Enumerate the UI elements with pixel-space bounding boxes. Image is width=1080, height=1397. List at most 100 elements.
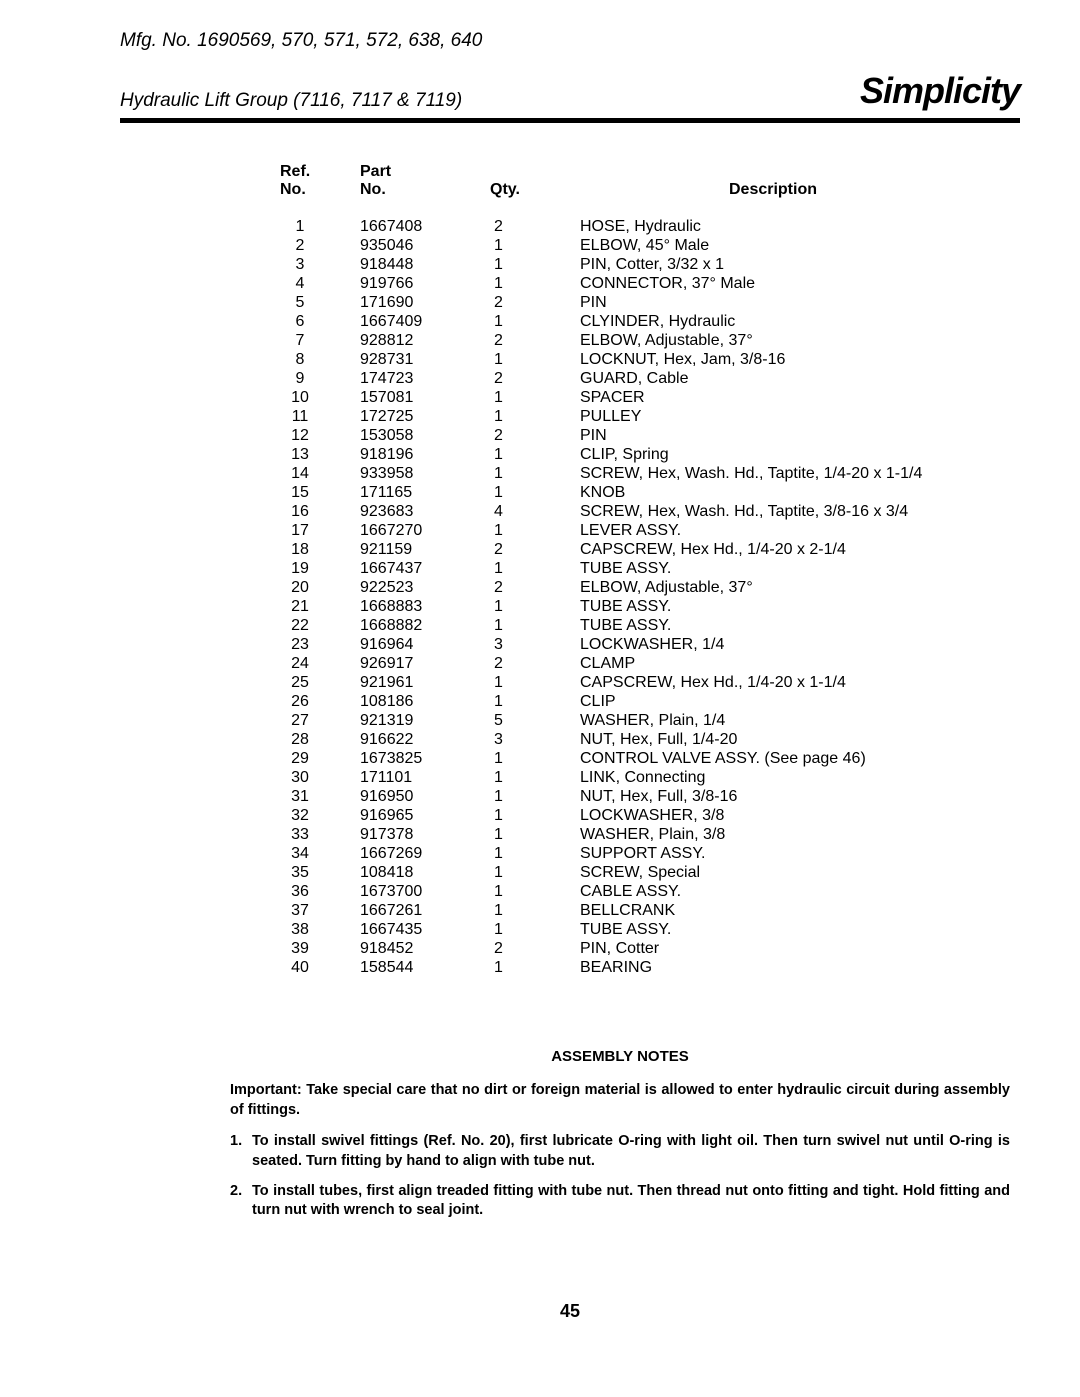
cell-ref: 4 <box>280 274 360 293</box>
cell-ref: 29 <box>280 749 360 768</box>
table-row: 189211592CAPSCREW, Hex Hd., 1/4-20 x 2-1… <box>280 540 980 559</box>
cell-qty: 2 <box>490 654 580 673</box>
cell-desc: ELBOW, Adjustable, 37° <box>580 578 980 597</box>
table-row: 3416672691SUPPORT ASSY. <box>280 844 980 863</box>
cell-part: 172725 <box>360 407 490 426</box>
cell-part: 1668883 <box>360 597 490 616</box>
note-1: 1. To install swivel fittings (Ref. No. … <box>230 1132 1010 1171</box>
cell-desc: KNOB <box>580 483 980 502</box>
table-row: 111727251PULLEY <box>280 407 980 426</box>
cell-desc: TUBE ASSY. <box>580 920 980 939</box>
cell-ref: 26 <box>280 692 360 711</box>
table-row: 301711011LINK, Connecting <box>280 768 980 787</box>
cell-qty: 1 <box>490 597 580 616</box>
cell-qty: 1 <box>490 236 580 255</box>
cell-desc: SCREW, Special <box>580 863 980 882</box>
cell-desc: CLIP, Spring <box>580 445 980 464</box>
cell-qty: 2 <box>490 369 580 388</box>
table-row: 49197661CONNECTOR, 37° Male <box>280 274 980 293</box>
cell-qty: 1 <box>490 844 580 863</box>
cell-desc: CONTROL VALVE ASSY. (See page 46) <box>580 749 980 768</box>
cell-qty: 1 <box>490 768 580 787</box>
cell-ref: 24 <box>280 654 360 673</box>
cell-ref: 13 <box>280 445 360 464</box>
cell-desc: CAPSCREW, Hex Hd., 1/4-20 x 2-1/4 <box>580 540 980 559</box>
cell-ref: 22 <box>280 616 360 635</box>
cell-ref: 37 <box>280 901 360 920</box>
cell-desc: SUPPORT ASSY. <box>580 844 980 863</box>
cell-part: 922523 <box>360 578 490 597</box>
cell-desc: LOCKWASHER, 3/8 <box>580 806 980 825</box>
cell-part: 1667269 <box>360 844 490 863</box>
cell-part: 921159 <box>360 540 490 559</box>
table-row: 2216688821TUBE ASSY. <box>280 616 980 635</box>
cell-part: 918448 <box>360 255 490 274</box>
cell-qty: 5 <box>490 711 580 730</box>
cell-ref: 27 <box>280 711 360 730</box>
cell-ref: 21 <box>280 597 360 616</box>
note-2-num: 2. <box>230 1182 252 1221</box>
table-row: 329169651LOCKWASHER, 3/8 <box>280 806 980 825</box>
col-qty: Qty. <box>490 181 520 198</box>
cell-qty: 1 <box>490 692 580 711</box>
cell-part: 928812 <box>360 331 490 350</box>
cell-qty: 1 <box>490 825 580 844</box>
cell-desc: TUBE ASSY. <box>580 597 980 616</box>
cell-ref: 33 <box>280 825 360 844</box>
header-row: Hydraulic Lift Group (7116, 7117 & 7119)… <box>120 70 1020 112</box>
cell-part: 916622 <box>360 730 490 749</box>
table-row: 91747232GUARD, Cable <box>280 369 980 388</box>
col-part-2: No. <box>360 181 386 198</box>
cell-ref: 25 <box>280 673 360 692</box>
cell-ref: 2 <box>280 236 360 255</box>
notes-important: Important: Take special care that no dir… <box>230 1081 1010 1120</box>
cell-qty: 1 <box>490 958 580 977</box>
cell-qty: 1 <box>490 673 580 692</box>
cell-desc: ELBOW, 45° Male <box>580 236 980 255</box>
cell-part: 153058 <box>360 426 490 445</box>
col-ref-2: No. <box>280 181 306 198</box>
page-number: 45 <box>120 1301 1020 1322</box>
cell-qty: 1 <box>490 274 580 293</box>
cell-desc: SPACER <box>580 388 980 407</box>
cell-part: 917378 <box>360 825 490 844</box>
cell-part: 1667435 <box>360 920 490 939</box>
cell-ref: 20 <box>280 578 360 597</box>
cell-part: 1667270 <box>360 521 490 540</box>
cell-desc: GUARD, Cable <box>580 369 980 388</box>
note-1-num: 1. <box>230 1132 252 1171</box>
cell-part: 157081 <box>360 388 490 407</box>
note-1-text: To install swivel fittings (Ref. No. 20)… <box>252 1132 1010 1171</box>
cell-qty: 4 <box>490 502 580 521</box>
cell-qty: 1 <box>490 312 580 331</box>
table-row: 339173781WASHER, Plain, 3/8 <box>280 825 980 844</box>
table-row: 401585441BEARING <box>280 958 980 977</box>
table-row: 3616737001CABLE ASSY. <box>280 882 980 901</box>
cell-ref: 36 <box>280 882 360 901</box>
cell-qty: 1 <box>490 407 580 426</box>
cell-desc: PIN <box>580 426 980 445</box>
cell-desc: NUT, Hex, Full, 1/4-20 <box>580 730 980 749</box>
cell-ref: 17 <box>280 521 360 540</box>
cell-qty: 1 <box>490 920 580 939</box>
table-row: 39184481PIN, Cotter, 3/32 x 1 <box>280 255 980 274</box>
cell-ref: 10 <box>280 388 360 407</box>
cell-desc: BEARING <box>580 958 980 977</box>
cell-part: 1667408 <box>360 217 490 236</box>
cell-part: 171690 <box>360 293 490 312</box>
cell-qty: 1 <box>490 255 580 274</box>
table-row: 89287311LOCKNUT, Hex, Jam, 3/8-16 <box>280 350 980 369</box>
cell-part: 918196 <box>360 445 490 464</box>
cell-desc: CLAMP <box>580 654 980 673</box>
cell-ref: 40 <box>280 958 360 977</box>
cell-part: 1667261 <box>360 901 490 920</box>
header-rule <box>120 118 1020 123</box>
cell-ref: 34 <box>280 844 360 863</box>
cell-part: 158544 <box>360 958 490 977</box>
parts-table-wrap: Ref.No. PartNo. Qty. Description 1166740… <box>280 163 1020 977</box>
cell-ref: 28 <box>280 730 360 749</box>
cell-ref: 38 <box>280 920 360 939</box>
table-row: 121530582PIN <box>280 426 980 445</box>
table-row: 51716902PIN <box>280 293 980 312</box>
cell-desc: CABLE ASSY. <box>580 882 980 901</box>
